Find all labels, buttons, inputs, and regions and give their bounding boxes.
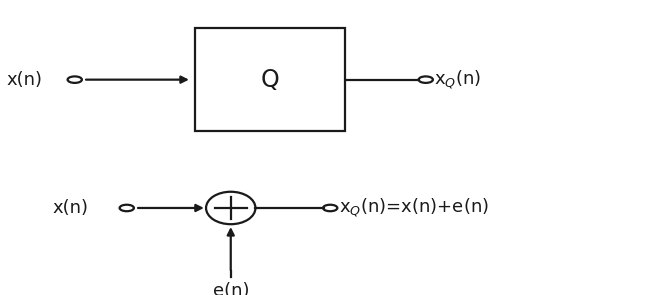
Text: e(n): e(n) (213, 282, 249, 295)
Text: Q: Q (261, 68, 279, 92)
Text: x$_Q$(n): x$_Q$(n) (434, 68, 482, 91)
Text: x(n): x(n) (6, 71, 42, 89)
Text: x$_Q$(n)=x(n)+e(n): x$_Q$(n)=x(n)+e(n) (339, 197, 489, 219)
Bar (195, 28, 344, 131)
Text: x(n): x(n) (52, 199, 88, 217)
